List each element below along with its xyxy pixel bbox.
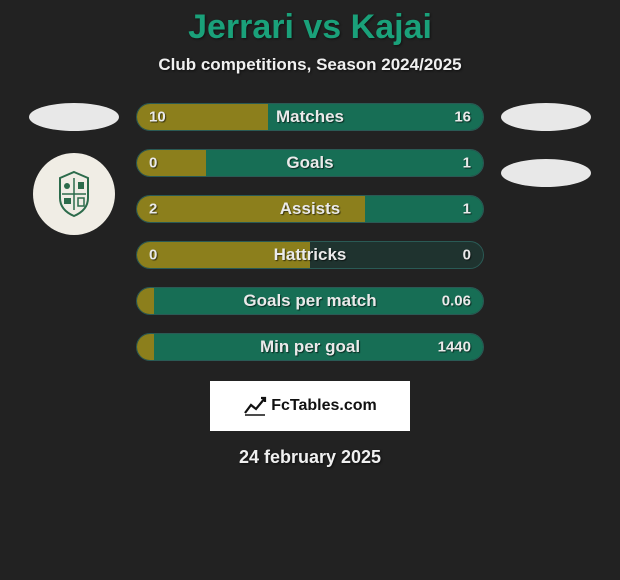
bar-label: Goals per match <box>243 291 376 311</box>
bar-label: Matches <box>276 107 344 127</box>
bar-label: Goals <box>286 153 333 173</box>
stat-bar: Min per goal 1440 <box>136 333 484 361</box>
bar-fill-left <box>137 334 154 360</box>
stat-bar: Goals per match 0.06 <box>136 287 484 315</box>
bar-value-right: 1 <box>463 155 471 172</box>
player-oval-left-1 <box>29 103 119 131</box>
bar-fill-left <box>137 288 154 314</box>
player-oval-right-2 <box>501 159 591 187</box>
stat-bar: 2 Assists 1 <box>136 195 484 223</box>
stat-bar: 0 Goals 1 <box>136 149 484 177</box>
bar-fill-right <box>206 150 483 176</box>
fctables-logo-icon <box>243 395 267 417</box>
player-oval-right-1 <box>501 103 591 131</box>
bar-label: Assists <box>280 199 340 219</box>
comparison-area: 10Matches160Goals12Assists10Hattricks0Go… <box>0 103 620 361</box>
page-subtitle: Club competitions, Season 2024/2025 <box>158 55 461 75</box>
bar-value-left: 0 <box>149 247 157 264</box>
bar-value-right: 16 <box>454 109 471 126</box>
stat-bar: 10 Matches 16 <box>136 103 484 131</box>
club-badge-left <box>33 153 115 235</box>
bar-value-right: 0 <box>463 247 471 264</box>
date-text: 24 february 2025 <box>239 447 381 468</box>
bar-value-right: 1440 <box>438 339 471 356</box>
footer-brand-text: FcTables.com <box>271 397 377 415</box>
right-player-col <box>496 103 596 361</box>
bar-value-left: 0 <box>149 155 157 172</box>
coat-of-arms-icon <box>54 170 94 218</box>
left-player-col <box>24 103 124 361</box>
bar-value-right: 0.06 <box>442 293 471 310</box>
footer-brand-box: FcTables.com <box>210 381 410 431</box>
bar-label: Hattricks <box>274 245 347 265</box>
bars-column: 10Matches160Goals12Assists10Hattricks0Go… <box>136 103 484 361</box>
bar-value-right: 1 <box>463 201 471 218</box>
bar-value-left: 10 <box>149 109 166 126</box>
page-title: Jerrari vs Kajai <box>188 8 432 47</box>
stat-bar: 0 Hattricks 0 <box>136 241 484 269</box>
bar-label: Min per goal <box>260 337 360 357</box>
bar-fill-left <box>137 150 206 176</box>
bar-value-left: 2 <box>149 201 157 218</box>
